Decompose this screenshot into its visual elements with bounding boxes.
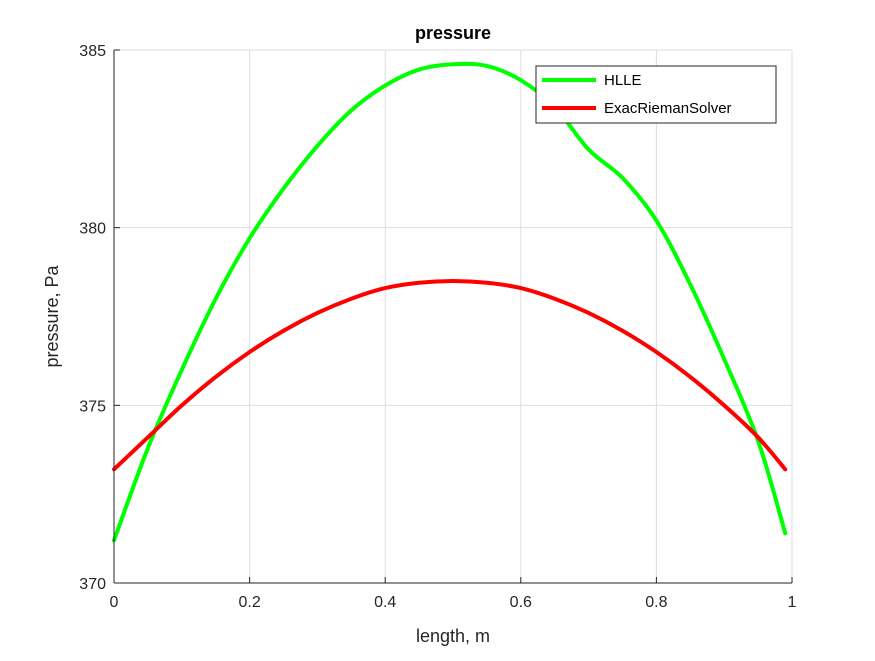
x-tick-label: 0.6 <box>510 594 532 611</box>
y-tick-label: 370 <box>79 576 106 593</box>
legend-box <box>535 65 777 124</box>
plot-area <box>114 50 792 583</box>
chart-title: pressure <box>415 23 491 43</box>
y-tick-label: 375 <box>79 398 106 415</box>
x-tick-label: 0.2 <box>238 594 260 611</box>
legend: HLLE ExacRiemanSolver <box>535 65 777 124</box>
legend-label-hlle: HLLE <box>604 72 642 89</box>
y-axis-label: pressure, Pa <box>42 264 62 367</box>
x-tick-label: 1 <box>788 594 797 611</box>
series-line-hlle <box>112 61 788 543</box>
y-tick-label: 380 <box>79 221 106 238</box>
x-tick-label: 0 <box>110 594 119 611</box>
series-layer <box>112 61 788 543</box>
y-tick-label: 385 <box>79 43 106 60</box>
ticks: 0 0.2 0.4 0.6 0.8 1 370 375 380 385 <box>79 43 796 611</box>
axes <box>113 50 792 584</box>
x-axis-label: length, m <box>416 626 490 646</box>
x-tick-label: 0.4 <box>374 594 396 611</box>
series-line-exacriemansolver <box>112 278 788 472</box>
legend-label-exacriemansolver: ExacRiemanSolver <box>604 100 732 117</box>
x-tick-label: 0.8 <box>645 594 667 611</box>
